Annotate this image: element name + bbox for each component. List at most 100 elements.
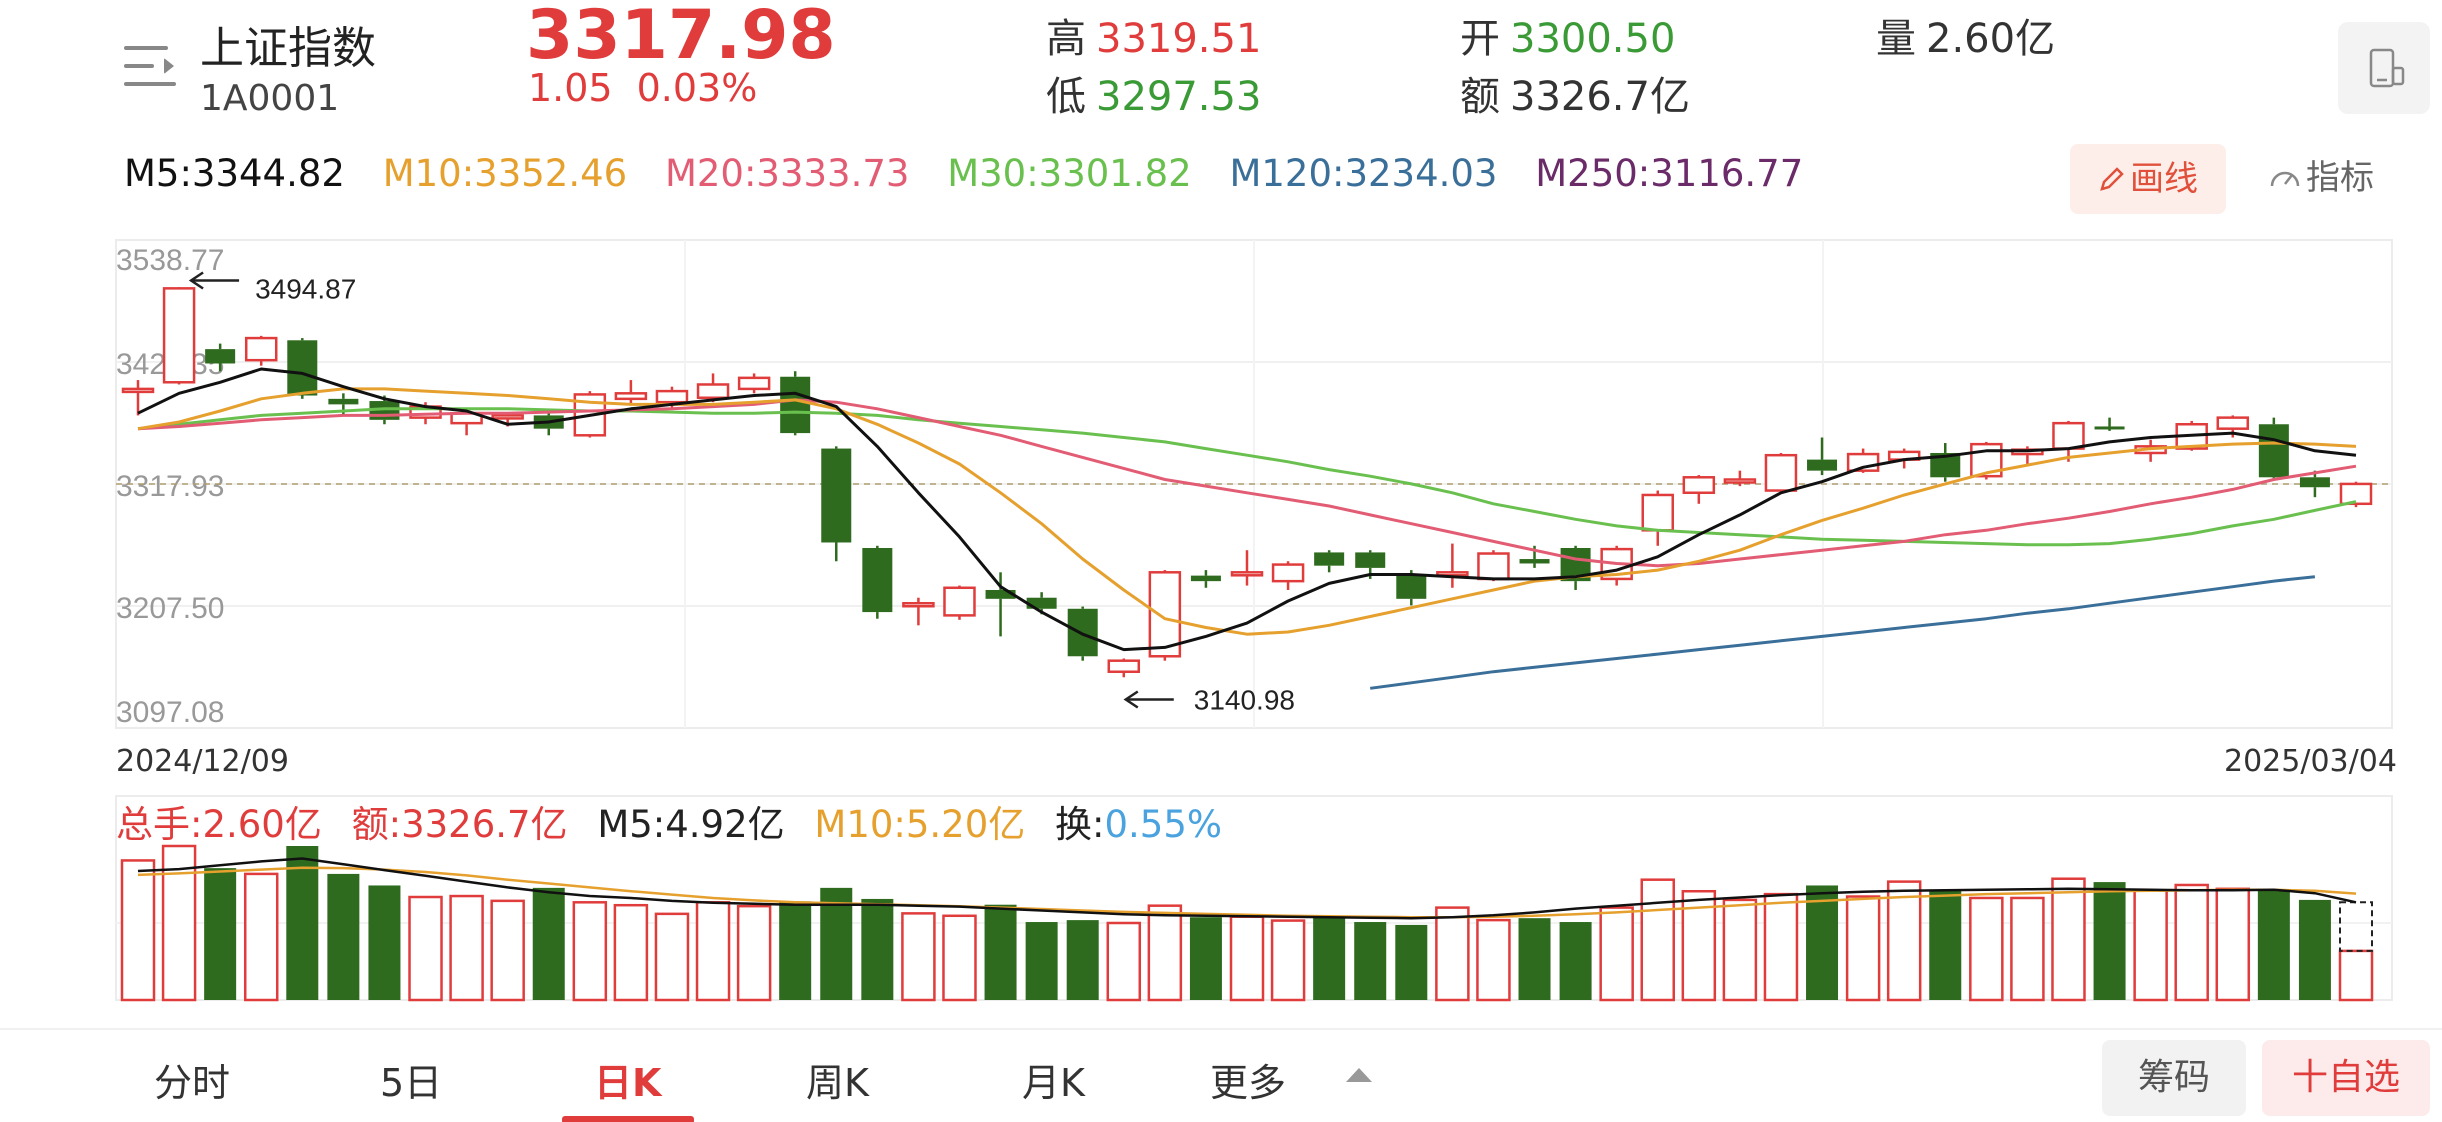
ma30-value: M30:3301.82 — [947, 152, 1192, 195]
volume-bar — [736, 904, 772, 1002]
ma10-value: M10:3352.46 — [382, 152, 628, 195]
low-value: 3297.53 — [1096, 74, 1262, 120]
tab-more[interactable]: 更多 — [1210, 1061, 1287, 1105]
volume-bar — [2174, 883, 2209, 1002]
tab-daily-k[interactable]: 日K — [594, 1061, 662, 1105]
volume-bar — [861, 898, 894, 1000]
active-tab-indicator — [562, 1116, 694, 1122]
candle — [943, 585, 976, 620]
candle — [1930, 443, 1961, 482]
volume-bar — [368, 885, 401, 1000]
tab-intraday[interactable]: 分时 — [154, 1061, 231, 1105]
volume-legend: 总手:2.60亿 额:3326.7亿 M5:4.92亿 M10:5.20亿 换:… — [116, 794, 1240, 848]
candle-body — [614, 392, 648, 401]
tab-monthly-k[interactable]: 月K — [1022, 1061, 1085, 1105]
candlestick-chart[interactable]: 3538.773428.353317.933207.503097.083494.… — [0, 232, 2442, 742]
turnover-label: 换: — [1055, 803, 1105, 846]
tab-5day[interactable]: 5日 — [380, 1061, 443, 1105]
volume-bar — [243, 872, 279, 1002]
indicator-label: 指标 — [2306, 158, 2374, 198]
end-date-label: 2025/03/04 — [2224, 744, 2397, 779]
volume-bar — [820, 887, 853, 1000]
candle-body — [2339, 482, 2373, 506]
candle — [2094, 417, 2125, 431]
draw-line-label: 画线 — [2130, 159, 2198, 199]
volume-ma10-line — [137, 866, 2357, 919]
ma120-value: M120:3234.03 — [1229, 152, 1498, 195]
volume-bar — [1147, 904, 1183, 1002]
candle-body — [1107, 659, 1141, 673]
ma-legend: M5:3344.82 M10:3352.46 M20:3333.73 M30:3… — [124, 152, 1829, 208]
volume-ma5: M5:4.92亿 — [597, 803, 785, 846]
candle — [1355, 550, 1386, 579]
indicator-button[interactable]: 指标 — [2268, 150, 2374, 199]
volume-bar — [1969, 896, 2004, 1002]
quote-header: 上证指数 1A0001 3317.98 1.05 0.03% 高 3319.51 低… — [0, 0, 2442, 132]
volume-bar — [2133, 889, 2168, 1002]
volume-bar — [1229, 915, 1265, 1002]
candle — [1477, 550, 1510, 582]
volume-bar — [1599, 906, 1634, 1002]
candle — [1846, 448, 1880, 473]
volume-bar — [1845, 895, 1881, 1002]
candle-body — [821, 448, 852, 543]
volume-bar — [1313, 917, 1346, 1000]
ma250-value: M250:3116.77 — [1535, 152, 1804, 195]
candle-body — [121, 387, 155, 394]
candle — [985, 572, 1016, 637]
volume-bar — [1559, 922, 1592, 1000]
candle-body — [1148, 571, 1182, 658]
candle-body — [985, 589, 1016, 599]
ma10-line — [137, 387, 2357, 636]
min-arrow-head — [1123, 690, 1139, 709]
candle — [121, 380, 155, 416]
low-label: 低 — [1046, 74, 1086, 120]
volume-bar — [1025, 922, 1058, 1000]
candle-body — [1314, 552, 1345, 566]
caret-up-icon[interactable] — [1346, 1068, 1372, 1082]
volume-bar — [695, 901, 731, 1002]
volume-bar — [1518, 918, 1551, 1000]
high-value: 3319.51 — [1096, 16, 1262, 62]
volume-bar — [1189, 917, 1222, 1000]
candle — [1641, 490, 1674, 546]
ma20-value: M20:3333.73 — [664, 152, 910, 195]
ma5-line — [137, 367, 2357, 652]
menu-icon[interactable] — [124, 44, 176, 88]
candle — [205, 343, 236, 372]
volume-bar — [901, 912, 936, 1002]
volume-bar — [1640, 878, 1675, 1002]
candle-body — [943, 586, 976, 617]
candle — [737, 373, 771, 394]
add-favorite-button[interactable]: 十自选 — [2262, 1040, 2430, 1116]
volume-bar — [2093, 882, 2126, 1000]
tab-weekly-k[interactable]: 周K — [806, 1061, 869, 1105]
chips-button[interactable]: 筹码 — [2102, 1040, 2246, 1116]
volume-bar — [572, 901, 608, 1002]
candle-body — [1477, 552, 1510, 581]
period-tabs: 分时 5日 日K 周K 月K 更多 筹码 十自选 — [0, 1028, 2442, 1122]
open-value: 3300.50 — [1510, 16, 1676, 62]
landscape-toggle-button[interactable] — [2338, 22, 2430, 114]
volume-bar — [1886, 880, 1922, 1002]
volume-bar — [2298, 899, 2331, 1000]
candle-body — [780, 376, 811, 434]
volume-bar — [286, 846, 319, 1000]
candle-body — [1641, 493, 1674, 532]
candle — [1271, 561, 1305, 590]
volume-ma10: M10:5.20亿 — [814, 803, 1026, 846]
volume-chart[interactable] — [0, 790, 2442, 1006]
low-quote: 低 3297.53 — [1046, 64, 1261, 122]
candle — [614, 380, 648, 405]
candle-body — [205, 349, 236, 364]
price-change: 1.05 0.03% — [528, 66, 757, 110]
draw-line-button[interactable]: 画线 — [2070, 144, 2226, 214]
candle-body — [1682, 476, 1716, 495]
high-label: 高 — [1046, 16, 1086, 62]
candle-body — [1355, 552, 1386, 568]
candle-body — [244, 336, 278, 362]
candle-body — [1723, 478, 1757, 484]
volume-quote: 量 2.60亿 — [1876, 6, 2055, 64]
high-quote: 高 3319.51 — [1046, 6, 1261, 64]
candle-body — [491, 414, 524, 420]
